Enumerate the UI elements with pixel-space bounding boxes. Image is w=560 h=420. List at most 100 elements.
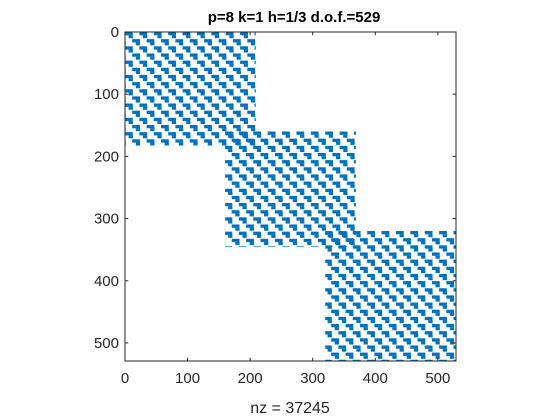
- nonzero-mark: [252, 288, 260, 291]
- nonzero-mark: [168, 161, 176, 164]
- nonzero-mark: [439, 231, 447, 235]
- nonzero-mark: [359, 135, 363, 138]
- nonzero-mark: [160, 96, 169, 100]
- nonzero-mark: [431, 281, 440, 285]
- nonzero-mark: [341, 118, 349, 121]
- nonzero-mark: [424, 273, 433, 278]
- nonzero-mark: [365, 199, 369, 202]
- nonzero-mark: [303, 167, 312, 171]
- nonzero-mark: [254, 32, 256, 36]
- nonzero-mark: [446, 252, 455, 256]
- nonzero-mark: [330, 92, 334, 95]
- nonzero-mark: [288, 295, 296, 298]
- nonzero-mark: [139, 32, 148, 36]
- nonzero-mark: [302, 295, 310, 298]
- nonzero-mark: [256, 277, 260, 280]
- nonzero-mark: [493, 299, 497, 302]
- nonzero-mark: [392, 312, 397, 316]
- nonzero-mark: [457, 277, 461, 280]
- nonzero-mark: [301, 121, 305, 124]
- nonzero-mark: [223, 260, 231, 263]
- nonzero-mark: [372, 149, 376, 152]
- nonzero-mark: [288, 324, 296, 327]
- nonzero-mark: [381, 331, 390, 335]
- nonzero-mark: [417, 309, 426, 313]
- nonzero-mark: [85, 50, 89, 53]
- nonzero-mark: [442, 320, 448, 324]
- nonzero-mark: [316, 78, 320, 81]
- nonzero-mark: [240, 60, 248, 64]
- nonzero-mark: [325, 288, 332, 292]
- nonzero-mark: [96, 46, 104, 49]
- nonzero-mark: [443, 363, 447, 366]
- nonzero-mark: [128, 49, 133, 53]
- nonzero-mark: [222, 99, 227, 103]
- nonzero-mark: [211, 89, 220, 93]
- nonzero-mark: [246, 181, 254, 185]
- nonzero-mark: [228, 234, 233, 238]
- nonzero-mark: [525, 360, 533, 363]
- nonzero-mark: [525, 331, 533, 334]
- nonzero-mark: [231, 195, 240, 200]
- nonzero-mark: [299, 263, 303, 266]
- nonzero-mark: [271, 149, 276, 153]
- nonzero-mark: [292, 184, 298, 188]
- nonzero-mark: [298, 89, 306, 92]
- nonzero-mark: [212, 234, 216, 237]
- nonzero-mark: [442, 334, 448, 338]
- nonzero-mark: [421, 312, 426, 316]
- nonzero-mark: [171, 63, 177, 67]
- nonzero-mark: [281, 245, 289, 248]
- nonzero-mark: [511, 331, 519, 334]
- nonzero-mark: [204, 139, 212, 143]
- nonzero-mark: [271, 249, 275, 252]
- nonzero-mark: [171, 121, 177, 125]
- nonzero-mark: [522, 356, 526, 359]
- nonzero-mark: [135, 113, 141, 117]
- nonzero-mark: [307, 170, 312, 174]
- nonzero-mark: [406, 241, 412, 245]
- nonzero-mark: [326, 104, 334, 107]
- nonzero-mark: [421, 269, 426, 274]
- nonzero-mark: [366, 157, 370, 160]
- nonzero-mark: [325, 273, 332, 278]
- nonzero-mark: [46, 53, 54, 56]
- nonzero-mark: [522, 284, 526, 287]
- nonzero-mark: [182, 32, 191, 36]
- nonzero-mark: [207, 56, 213, 60]
- nonzero-mark: [135, 85, 141, 89]
- nonzero-mark: [242, 234, 247, 238]
- nonzero-mark: [10, 32, 18, 35]
- nonzero-mark: [278, 184, 283, 188]
- nonzero-mark: [339, 160, 348, 164]
- nonzero-mark: [313, 263, 317, 266]
- nonzero-mark: [294, 128, 298, 131]
- nonzero-mark: [370, 234, 376, 238]
- nonzero-mark: [317, 295, 325, 298]
- nonzero-mark: [461, 281, 469, 284]
- nonzero-mark: [318, 238, 326, 243]
- nonzero-mark: [57, 64, 61, 67]
- nonzero-mark: [314, 163, 319, 167]
- nonzero-mark: [395, 345, 404, 349]
- nonzero-mark: [489, 310, 497, 313]
- nonzero-mark: [374, 238, 383, 242]
- nonzero-mark: [307, 156, 312, 160]
- nonzero-mark: [168, 132, 176, 136]
- nonzero-mark: [486, 320, 490, 323]
- nonzero-mark: [157, 78, 162, 82]
- nonzero-mark: [380, 157, 384, 160]
- nonzero-pattern: [10, 32, 533, 366]
- nonzero-mark: [504, 281, 512, 284]
- nonzero-mark: [296, 131, 305, 135]
- nonzero-mark: [258, 35, 262, 38]
- nonzero-mark: [157, 121, 162, 125]
- nonzero-mark: [193, 157, 197, 160]
- nonzero-mark: [334, 327, 340, 331]
- nonzero-mark: [269, 46, 277, 49]
- nonzero-mark: [367, 359, 375, 361]
- nonzero-mark: [274, 195, 283, 200]
- nonzero-mark: [504, 267, 512, 270]
- nonzero-mark: [150, 56, 155, 60]
- nonzero-mark: [401, 206, 405, 209]
